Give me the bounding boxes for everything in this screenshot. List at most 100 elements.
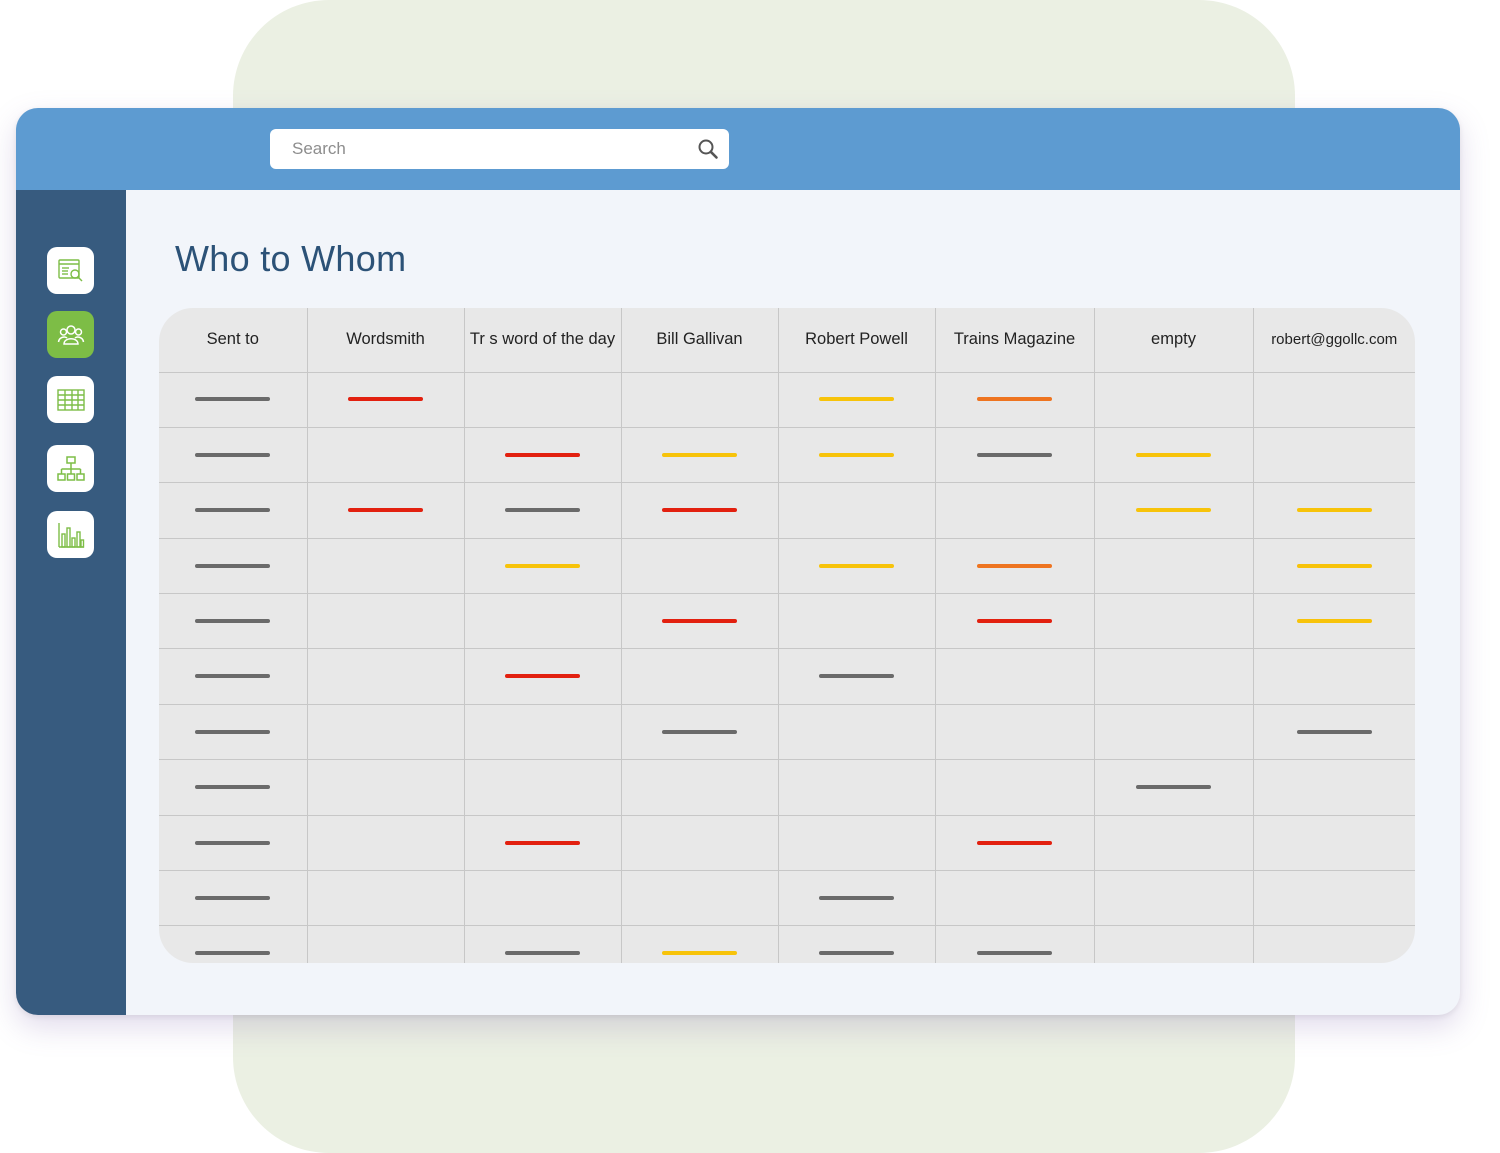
table-cell[interactable] <box>464 538 622 595</box>
table-cell[interactable] <box>1094 925 1254 963</box>
table-cell[interactable] <box>159 593 308 650</box>
table-cell[interactable] <box>1094 593 1254 650</box>
table-cell[interactable] <box>307 759 465 816</box>
sidebar-item-bar-chart[interactable] <box>47 511 94 558</box>
column-header-wordsmith[interactable]: Wordsmith <box>307 308 465 373</box>
table-cell[interactable] <box>1253 482 1415 539</box>
table-cell[interactable] <box>159 704 308 761</box>
table-cell[interactable] <box>464 704 622 761</box>
table-cell[interactable] <box>621 759 779 816</box>
column-header-sent-to[interactable]: Sent to <box>159 308 308 373</box>
table-cell[interactable] <box>621 815 779 872</box>
table-cell[interactable] <box>1094 759 1254 816</box>
table-cell[interactable] <box>778 648 936 705</box>
table-cell[interactable] <box>778 427 936 484</box>
table-cell[interactable] <box>464 648 622 705</box>
table-cell[interactable] <box>464 925 622 963</box>
table-cell[interactable] <box>307 815 465 872</box>
sidebar-item-report-search[interactable] <box>47 247 94 294</box>
table-cell[interactable] <box>778 925 936 963</box>
table-cell[interactable] <box>307 925 465 963</box>
table-cell[interactable] <box>307 648 465 705</box>
table-cell[interactable] <box>935 427 1095 484</box>
table-cell[interactable] <box>621 704 779 761</box>
table-cell[interactable] <box>307 538 465 595</box>
table-cell[interactable] <box>778 372 936 428</box>
table-cell[interactable] <box>935 759 1095 816</box>
table-cell[interactable] <box>935 482 1095 539</box>
table-cell[interactable] <box>778 815 936 872</box>
table-cell[interactable] <box>159 538 308 595</box>
table-cell[interactable] <box>621 648 779 705</box>
table-cell[interactable] <box>159 870 308 927</box>
table-cell[interactable] <box>464 870 622 927</box>
table-cell[interactable] <box>621 870 779 927</box>
table-cell[interactable] <box>1094 538 1254 595</box>
table-cell[interactable] <box>159 759 308 816</box>
table-cell[interactable] <box>935 870 1095 927</box>
table-cell[interactable] <box>1094 870 1254 927</box>
table-cell[interactable] <box>1094 427 1254 484</box>
table-cell[interactable] <box>464 593 622 650</box>
column-header-trains-magazine[interactable]: Trains Magazine <box>935 308 1095 373</box>
table-cell[interactable] <box>935 593 1095 650</box>
table-cell[interactable] <box>778 593 936 650</box>
search-icon[interactable] <box>697 138 719 160</box>
table-cell[interactable] <box>307 427 465 484</box>
column-header-bill-gallivan[interactable]: Bill Gallivan <box>621 308 779 373</box>
table-cell[interactable] <box>778 704 936 761</box>
table-cell[interactable] <box>935 538 1095 595</box>
table-cell[interactable] <box>621 427 779 484</box>
table-cell[interactable] <box>464 759 622 816</box>
table-cell[interactable] <box>778 759 936 816</box>
table-cell[interactable] <box>1253 926 1415 963</box>
table-cell[interactable] <box>159 427 308 484</box>
table-cell[interactable] <box>1094 648 1254 705</box>
table-cell[interactable] <box>935 372 1095 428</box>
table-cell[interactable] <box>159 482 308 539</box>
table-cell[interactable] <box>621 593 779 650</box>
table-cell[interactable] <box>464 815 622 872</box>
table-cell[interactable] <box>307 372 465 428</box>
table-cell[interactable] <box>935 648 1095 705</box>
sidebar-item-hierarchy[interactable] <box>47 445 94 492</box>
table-cell[interactable] <box>621 482 779 539</box>
table-cell[interactable] <box>307 482 465 539</box>
table-cell[interactable] <box>1253 815 1415 872</box>
table-cell[interactable] <box>159 925 308 963</box>
column-header-email[interactable]: robert@ggollc.com <box>1253 308 1415 373</box>
table-cell[interactable] <box>935 815 1095 872</box>
table-cell[interactable] <box>464 482 622 539</box>
table-cell[interactable] <box>307 593 465 650</box>
table-cell[interactable] <box>307 704 465 761</box>
table-cell[interactable] <box>1253 704 1415 761</box>
table-cell[interactable] <box>778 482 936 539</box>
table-cell[interactable] <box>159 815 308 872</box>
sidebar-item-people[interactable] <box>47 311 94 358</box>
table-cell[interactable] <box>464 372 622 428</box>
table-cell[interactable] <box>778 870 936 927</box>
column-header-word-of-the-day[interactable]: Tr s word of the day <box>464 308 622 373</box>
table-cell[interactable] <box>464 427 622 484</box>
table-cell[interactable] <box>1253 538 1415 595</box>
table-cell[interactable] <box>621 925 779 963</box>
table-cell[interactable] <box>1253 648 1415 705</box>
column-header-empty[interactable]: empty <box>1094 308 1254 373</box>
table-cell[interactable] <box>159 372 308 428</box>
table-cell[interactable] <box>1094 372 1254 428</box>
table-cell[interactable] <box>935 704 1095 761</box>
table-cell[interactable] <box>778 538 936 595</box>
table-cell[interactable] <box>159 648 308 705</box>
table-cell[interactable] <box>621 372 779 428</box>
table-cell[interactable] <box>1253 593 1415 650</box>
search-input[interactable] <box>270 129 670 169</box>
table-cell[interactable] <box>307 870 465 927</box>
table-cell[interactable] <box>1253 427 1415 484</box>
table-cell[interactable] <box>621 538 779 595</box>
table-cell[interactable] <box>1094 815 1254 872</box>
table-cell[interactable] <box>1253 372 1415 428</box>
table-cell[interactable] <box>1094 704 1254 761</box>
table-cell[interactable] <box>1094 482 1254 539</box>
table-cell[interactable] <box>1253 870 1415 927</box>
table-cell[interactable] <box>935 925 1095 963</box>
